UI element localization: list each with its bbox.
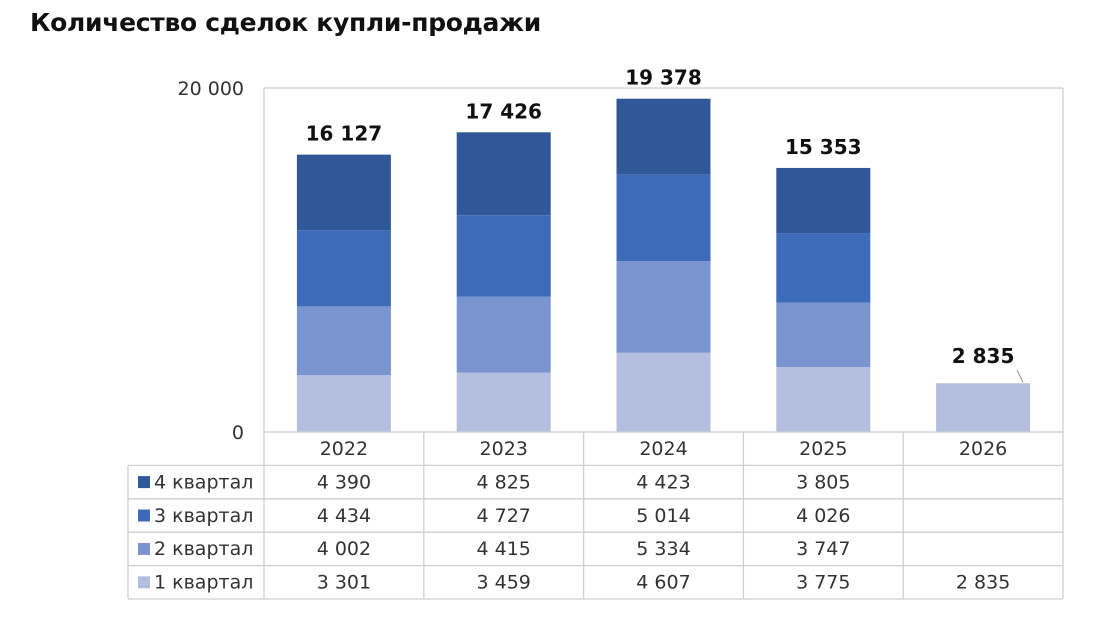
- table-cell-1-квартал-2025: 3 775: [796, 572, 850, 594]
- x-tick-label-2023: 2023: [480, 438, 528, 460]
- table-cell-2-квартал-2024: 5 334: [636, 538, 690, 560]
- bar-segment-4-квартал-2022: [296, 154, 391, 231]
- bar-segment-4-квартал-2023: [456, 132, 551, 216]
- bar-segment-3-квартал-2022: [296, 230, 391, 307]
- table-cell-2-квартал-2023: 4 415: [476, 538, 530, 560]
- legend-swatch-3-квартал: [138, 509, 150, 522]
- bar-segment-3-квартал-2025: [776, 233, 871, 303]
- table-cell-3-квартал-2025: 4 026: [796, 505, 850, 527]
- x-tick-label-2022: 2022: [320, 438, 368, 460]
- total-label-2023: 17 426: [465, 99, 542, 123]
- plot-frame: [263, 87, 1064, 432]
- bar-segment-1-квартал-2022: [296, 375, 391, 432]
- table-cell-4-квартал-2023: 4 825: [476, 471, 530, 493]
- legend-swatch-2-квартал: [138, 542, 150, 555]
- legend-label-4-квартал: 4 квартал: [154, 471, 253, 493]
- bar-segment-3-квартал-2024: [616, 174, 711, 262]
- total-label-2026: 2 835: [952, 344, 1015, 368]
- bar-segment-2-квартал-2022: [296, 306, 391, 376]
- y-tick-label: 0: [232, 422, 244, 444]
- table-cell-1-квартал-2022: 3 301: [317, 572, 371, 594]
- total-labels: 16 127 17 426 19 378 15 353 2 835: [306, 66, 1024, 383]
- table-cell-1-квартал-2024: 4 607: [636, 572, 690, 594]
- total-label-2022: 16 127: [306, 122, 383, 146]
- total-leader-line: [1016, 369, 1024, 383]
- total-label-2024: 19 378: [625, 66, 702, 90]
- y-axis: 0 20 000: [178, 78, 244, 444]
- x-tick-label-2025: 2025: [799, 438, 847, 460]
- bar-segment-1-квартал-2024: [616, 352, 711, 432]
- table-cell-1-квартал-2023: 3 459: [476, 572, 530, 594]
- bar-segment-2-квартал-2024: [616, 261, 711, 353]
- legend-label-1-квартал: 1 квартал: [154, 572, 253, 594]
- table-cell-1-квартал-2026: 2 835: [956, 572, 1010, 594]
- table-cell-4-квартал-2025: 3 805: [796, 471, 850, 493]
- bar-segment-2-квартал-2025: [776, 302, 871, 368]
- table-cell-3-квартал-2023: 4 727: [476, 505, 530, 527]
- table-cell-2-квартал-2025: 3 747: [796, 538, 850, 560]
- chart-title: Количество сделок купли-продажи: [30, 8, 541, 37]
- bar-segment-2-квартал-2023: [456, 296, 551, 373]
- legend-label-2-квартал: 2 квартал: [154, 538, 253, 560]
- table-cell-4-квартал-2022: 4 390: [317, 471, 371, 493]
- table-cell-3-квартал-2022: 4 434: [317, 505, 371, 527]
- x-tick-label-2024: 2024: [639, 438, 687, 460]
- bars: [296, 98, 1031, 432]
- bar-segment-1-квартал-2025: [776, 367, 871, 432]
- bar-segment-4-квартал-2024: [616, 98, 711, 175]
- bar-segment-3-квартал-2023: [456, 215, 551, 297]
- legend-swatch-1-квартал: [138, 576, 150, 589]
- bar-segment-1-квартал-2023: [456, 372, 551, 432]
- table-cell-3-квартал-2024: 5 014: [636, 505, 690, 527]
- total-label-2025: 15 353: [785, 135, 862, 159]
- bar-segment-1-квартал-2026: [936, 383, 1031, 432]
- x-tick-label-2026: 2026: [959, 438, 1007, 460]
- data-table: 2022 2023 2024 2025 2026 4 квартал 4 390 4 825 4…: [127, 431, 1064, 600]
- y-tick-label: 20 000: [178, 78, 244, 100]
- legend-label-3-квартал: 3 квартал: [154, 505, 253, 527]
- table-cell-4-квартал-2024: 4 423: [636, 471, 690, 493]
- bar-segment-4-квартал-2025: [776, 167, 871, 234]
- table-cell-2-квартал-2022: 4 002: [317, 538, 371, 560]
- legend-swatch-4-квартал: [138, 476, 150, 489]
